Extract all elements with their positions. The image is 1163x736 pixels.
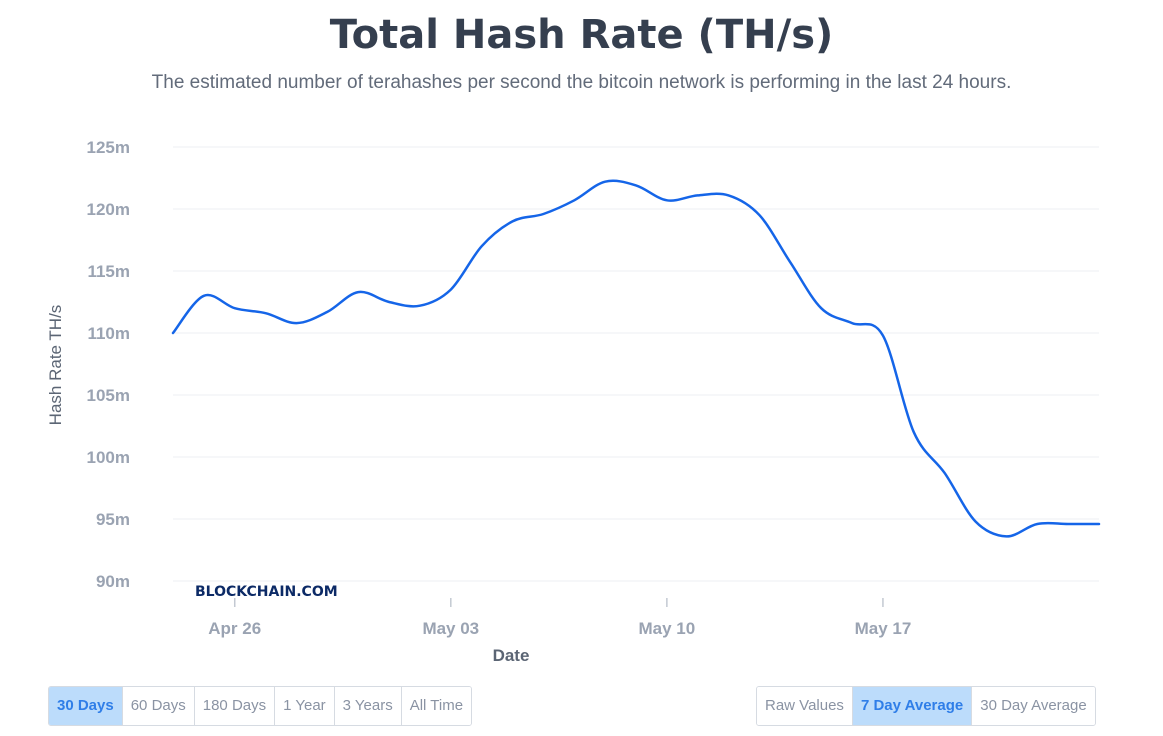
range-button-1-year[interactable]: 1 Year [275,687,335,725]
x-tick-label: May 17 [855,619,912,638]
range-button-all-time[interactable]: All Time [401,687,472,725]
y-tick-label: 115m [87,262,130,281]
range-button-30-days[interactable]: 30 Days [49,687,123,725]
y-tick-label: 90m [96,572,130,591]
x-tick-label: May 10 [639,619,696,638]
y-axis-label: Hash Rate TH/s [46,305,65,426]
series-line [171,179,1101,538]
x-axis-label: Date [493,646,530,665]
x-tick-label: May 03 [422,619,479,638]
avg-button-30-day-average[interactable]: 30 Day Average [972,687,1095,725]
range-button-3-years[interactable]: 3 Years [334,687,402,725]
avg-button-7-day-average[interactable]: 7 Day Average [852,687,973,725]
time-range-selector: 30 Days 60 Days 180 Days 1 Year 3 Years All T… [48,686,473,726]
chart-title: Total Hash Rate (TH/s) [329,12,834,58]
averaging-selector: Raw Values 7 Day Average 30 Day Average [756,686,1096,726]
avg-button-raw-values[interactable]: Raw Values [757,687,853,725]
y-tick-label: 105m [87,386,130,405]
hash-rate-chart: 90m 95m 100m 105m 110m 115m 120m 125m Apr 26 May… [46,138,1101,665]
x-tick-label: Apr 26 [208,619,261,638]
range-button-60-days[interactable]: 60 Days [122,687,195,725]
y-tick-label: 110m [87,324,130,343]
chart-subtitle: The estimated number of terahashes per s… [151,72,1012,93]
y-tick-label: 95m [96,510,130,529]
y-tick-label: 100m [87,448,130,467]
blockchain-watermark: BLOCKCHAIN.COM [195,584,338,600]
range-button-180-days[interactable]: 180 Days [194,687,276,725]
y-tick-label: 125m [87,138,130,157]
y-tick-label: 120m [87,200,130,219]
